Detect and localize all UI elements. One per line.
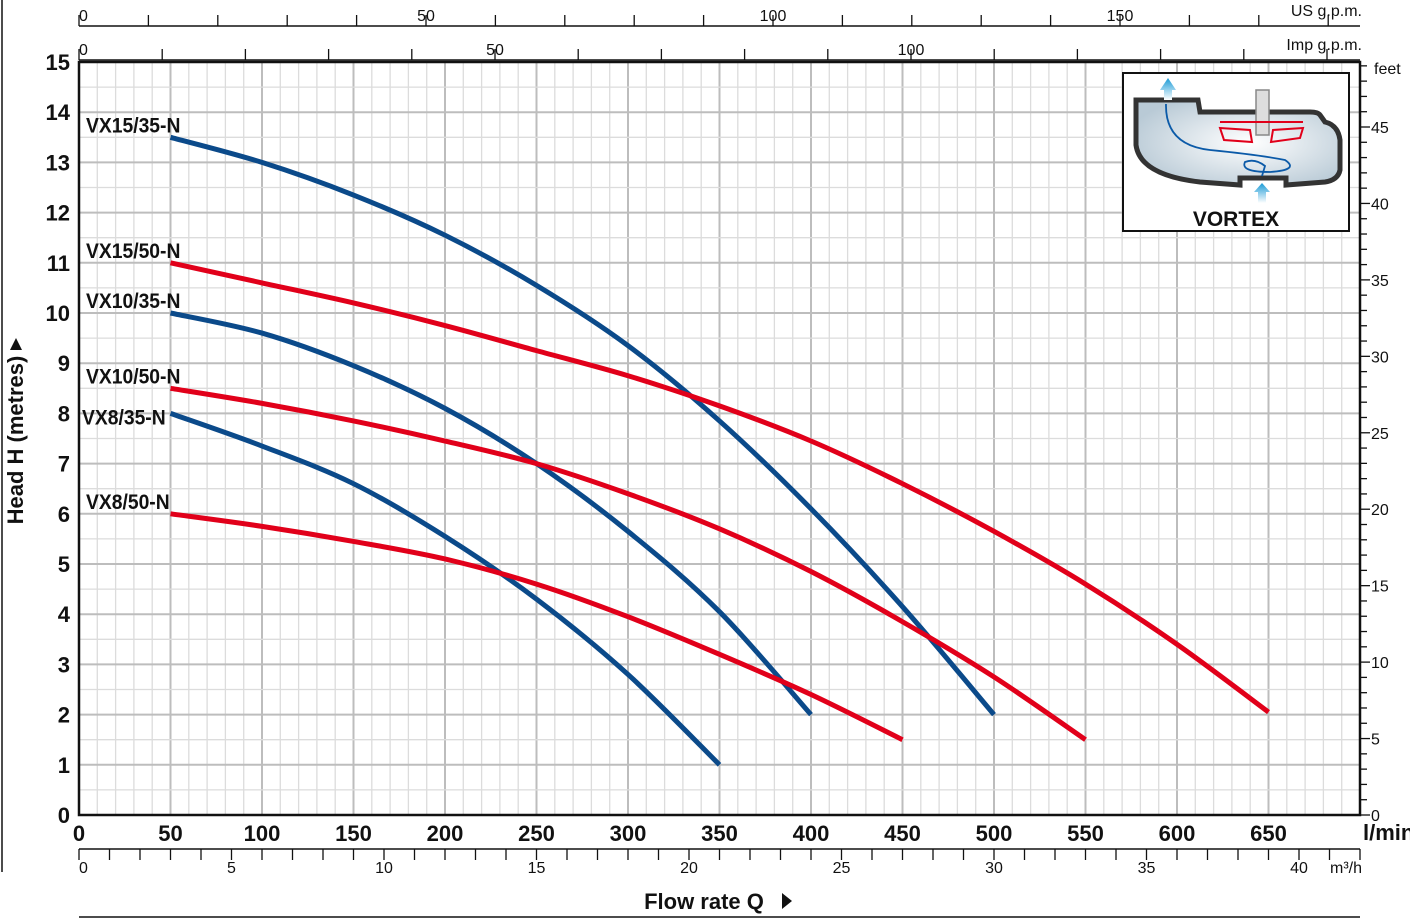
- m3h-tick-label: 15: [528, 860, 546, 877]
- x-tick-label: 300: [610, 821, 647, 846]
- y-axis-label: Head H (metres): [3, 356, 28, 525]
- feet-tick-label: 5: [1371, 732, 1380, 749]
- m3h-tick-label: 0: [79, 860, 88, 877]
- feet-tick-label: 45: [1371, 120, 1389, 137]
- m3h-tick-label: 35: [1138, 860, 1156, 877]
- y-tick-label: 10: [46, 301, 70, 326]
- feet-tick-label: 40: [1371, 196, 1389, 213]
- x-tick-label: 400: [793, 821, 830, 846]
- us_gpm-tick-label: 100: [760, 8, 787, 25]
- imp_gpm-tick-label: 50: [486, 42, 504, 59]
- imp_gpm-tick-label: 0: [79, 42, 88, 59]
- x-axis-label: Flow rate Q: [644, 889, 764, 914]
- y-tick-label: 1: [58, 753, 70, 778]
- curve-vx15-50-n: [169, 260, 1270, 715]
- us_gpm-tick-label: 0: [79, 8, 88, 25]
- feet-unit-label: feet: [1374, 61, 1401, 78]
- imp_gpm-tick-label: 100: [898, 42, 925, 59]
- feet-tick-label: 15: [1371, 579, 1389, 596]
- series-label: VX8/50-N: [86, 491, 170, 514]
- us_gpm-tick-label: 150: [1107, 8, 1134, 25]
- series-label: VX15/35-N: [86, 115, 180, 138]
- y-tick-label: 13: [46, 150, 70, 175]
- m3h-unit-label: m³/h: [1330, 860, 1362, 877]
- x-tick-label: 600: [1159, 821, 1196, 846]
- m3h-tick-label: 40: [1290, 860, 1308, 877]
- series-label: VX10/50-N: [86, 366, 180, 389]
- x-tick-label: 650: [1250, 821, 1287, 846]
- shaft-icon: [1255, 89, 1270, 136]
- us_gpm-tick-label: 50: [417, 8, 435, 25]
- impeller-icon: [1218, 121, 1305, 144]
- feet-tick-label: 10: [1371, 655, 1389, 672]
- curve-vx8-50-n: [170, 511, 904, 742]
- y-tick-label: 5: [58, 552, 70, 577]
- y-tick-label: 7: [58, 452, 70, 477]
- y-tick-label: 3: [58, 652, 70, 677]
- x-tick-label: 100: [244, 821, 281, 846]
- inset-label: VORTEX: [1193, 208, 1279, 231]
- m3h-tick-label: 5: [227, 860, 236, 877]
- vortex-flow-icon: [1165, 103, 1291, 177]
- x-tick-label: 150: [335, 821, 372, 846]
- x-unit-label: l/min: [1363, 820, 1410, 845]
- m3h-tick-label: 20: [680, 860, 698, 877]
- series-label: VX8/35-N: [82, 407, 166, 430]
- y-tick-label: 9: [58, 351, 70, 376]
- x-tick-label: 250: [518, 821, 555, 846]
- outflow-arrow-icon: [1160, 78, 1176, 100]
- m3h-tick-label: 30: [985, 860, 1003, 877]
- feet-tick-label: 20: [1371, 502, 1389, 519]
- x-tick-label: 550: [1067, 821, 1104, 846]
- y-axis-arrow-icon: [10, 338, 22, 350]
- y-tick-label: 15: [46, 50, 70, 75]
- curve-vx15-35-n: [169, 134, 996, 717]
- y-tick-label: 6: [58, 502, 70, 527]
- inflow-arrow-icon: [1254, 183, 1270, 203]
- y-tick-label: 2: [58, 703, 70, 728]
- x-tick-label: 50: [158, 821, 182, 846]
- y-tick-label: 14: [46, 100, 71, 125]
- m3h-tick-label: 25: [833, 860, 851, 877]
- us_gpm-unit-label: US g.p.m.: [1291, 3, 1362, 20]
- feet-tick-label: 35: [1371, 273, 1389, 290]
- curve-vx10-50-n: [170, 385, 1087, 742]
- y-tick-label: 4: [58, 602, 71, 627]
- curve-vx10-35-n: [169, 310, 813, 717]
- x-axis-arrow-icon: [782, 893, 792, 909]
- x-tick-label: 0: [73, 821, 85, 846]
- x-tick-label: 500: [976, 821, 1013, 846]
- y-tick-label: 0: [58, 803, 70, 828]
- x-tick-label: 200: [427, 821, 464, 846]
- m3h-tick-label: 10: [375, 860, 393, 877]
- feet-tick-label: 30: [1371, 349, 1389, 366]
- y-tick-label: 12: [46, 201, 70, 226]
- x-tick-label: 350: [701, 821, 738, 846]
- y-tick-label: 11: [47, 251, 70, 276]
- x-tick-label: 450: [884, 821, 921, 846]
- imp_gpm-unit-label: Imp g.p.m.: [1286, 37, 1362, 54]
- curve-vx8-35-n: [169, 411, 722, 767]
- feet-tick-label: 25: [1371, 426, 1389, 443]
- y-tick-label: 8: [58, 401, 70, 426]
- feet-tick-label: 0: [1371, 808, 1380, 825]
- series-label: VX15/50-N: [86, 240, 180, 263]
- series-label: VX10/35-N: [86, 290, 180, 313]
